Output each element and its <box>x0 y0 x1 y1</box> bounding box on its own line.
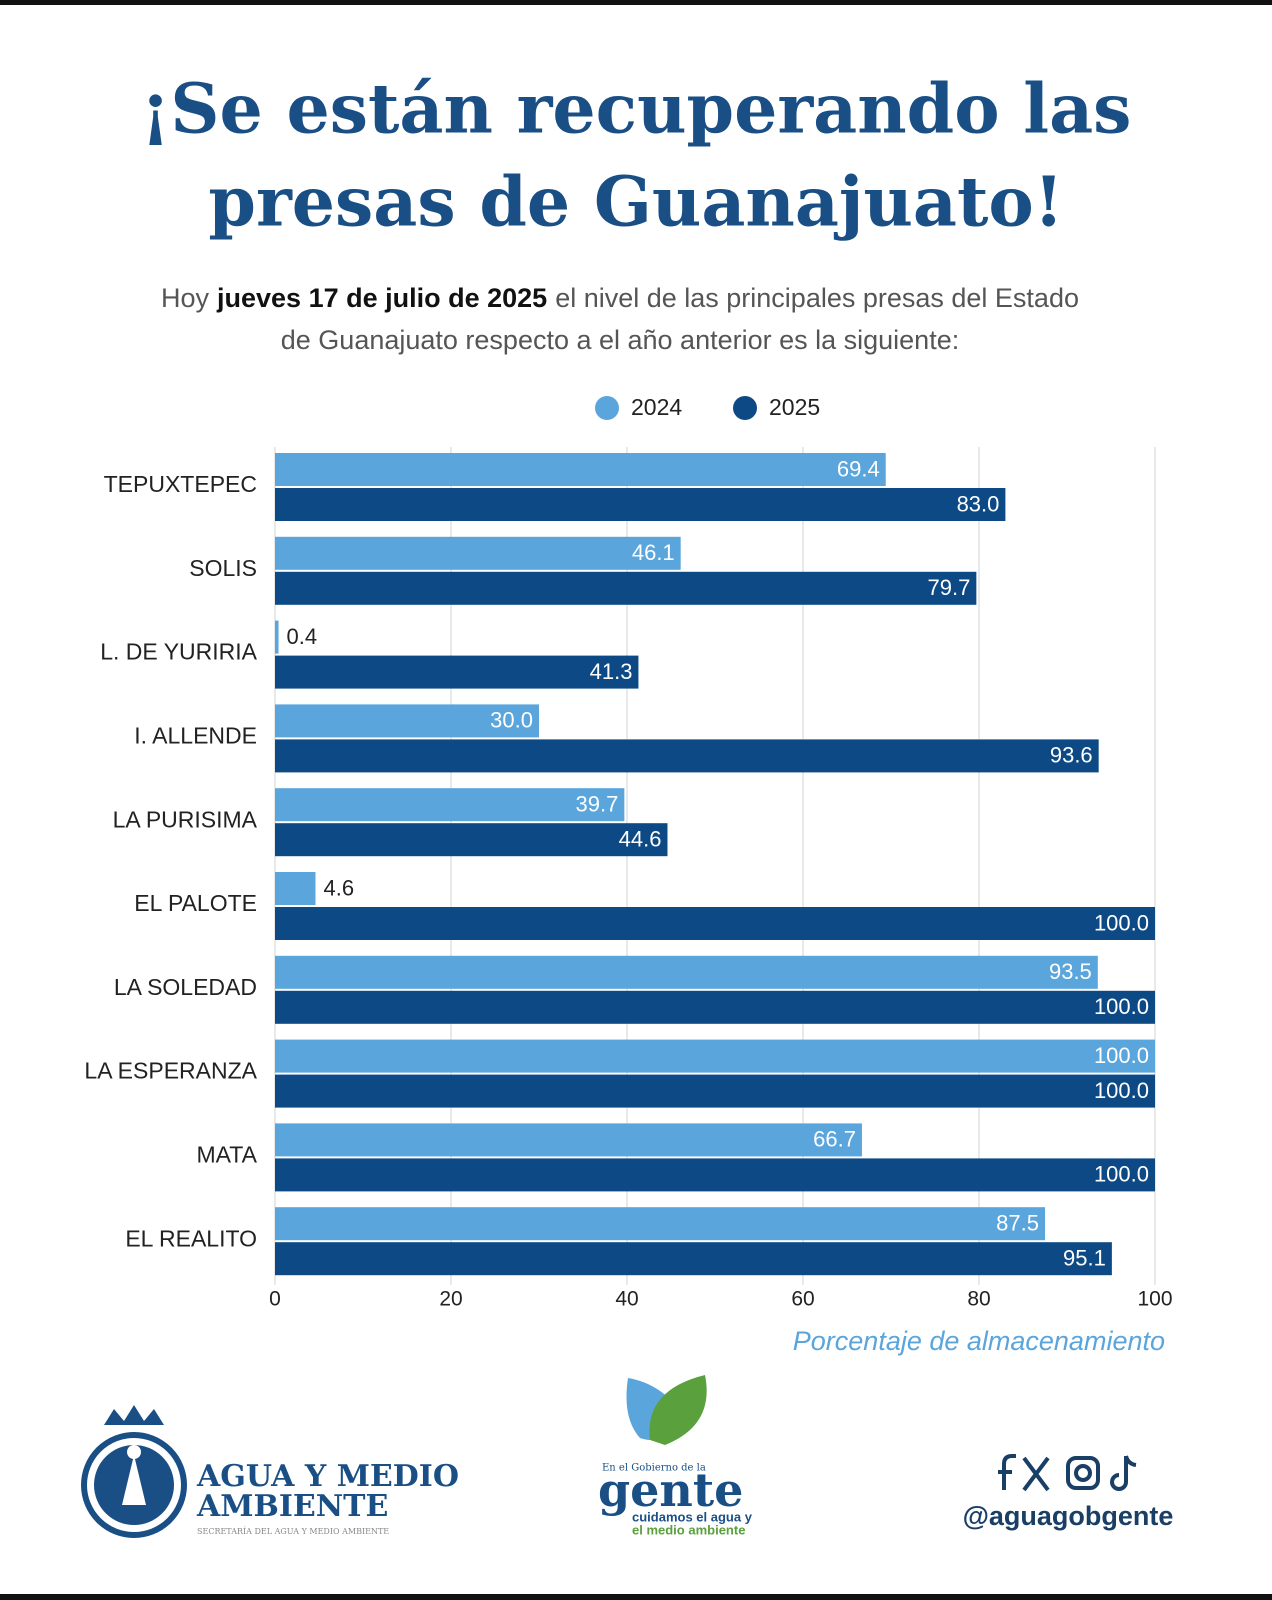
value-label: 100.0 <box>1094 1162 1149 1187</box>
legend-label: 2025 <box>769 394 820 420</box>
value-label: 0.4 <box>287 624 318 649</box>
subtitle-part: el nivel de las principales presas del E… <box>555 283 1079 313</box>
social-handle: @aguagobgente <box>963 1501 1174 1531</box>
bar <box>275 739 1099 773</box>
value-label: 39.7 <box>576 792 619 817</box>
agency-subtitle: SECRETARÍA DEL AGUA Y MEDIO AMBIENTE <box>197 1527 389 1536</box>
bar <box>275 620 279 654</box>
value-label: 93.6 <box>1050 743 1093 768</box>
agency-name: AMBIENTE <box>196 1489 388 1524</box>
bottom-border <box>0 1594 1272 1600</box>
value-label: 83.0 <box>957 491 1000 516</box>
bar <box>275 990 1155 1024</box>
value-label: 93.5 <box>1049 959 1092 984</box>
category-label: MATA <box>197 1141 258 1167</box>
category-label: EL REALITO <box>125 1225 257 1251</box>
x-tick-label: 80 <box>967 1288 990 1311</box>
bar <box>275 823 668 857</box>
value-label: 44.6 <box>619 827 662 852</box>
value-label: 4.6 <box>323 875 354 900</box>
bar <box>275 872 316 905</box>
top-border <box>0 0 1272 5</box>
value-label: 87.5 <box>996 1211 1039 1236</box>
value-label: 69.4 <box>837 456 880 481</box>
bar <box>275 571 977 605</box>
subtitle: de Guanajuato respecto a el año anterior… <box>281 325 959 355</box>
value-label: 46.1 <box>632 540 675 565</box>
gov-label: En el Gobierno de la <box>602 1463 706 1474</box>
agency-logo <box>81 1405 187 1538</box>
x-tick-label: 0 <box>269 1288 281 1311</box>
subtitle-part: Hoy <box>161 283 210 313</box>
bar <box>275 907 1155 940</box>
x-tick-label: 100 <box>1137 1288 1172 1311</box>
category-label: L. DE YURIRIA <box>100 639 257 665</box>
bar <box>275 704 539 738</box>
value-label: 100.0 <box>1094 994 1149 1019</box>
value-label: 100.0 <box>1094 1078 1149 1103</box>
legend-marker <box>595 396 619 420</box>
title-line: ¡Se están recuperando las <box>141 70 1132 150</box>
brand-name: gente <box>598 1463 743 1517</box>
agency-name: AGUA Y MEDIO <box>196 1459 459 1494</box>
tagline: el medio ambiente <box>632 1522 745 1537</box>
value-label: 66.7 <box>813 1127 856 1152</box>
category-label: SOLIS <box>189 555 257 581</box>
subtitle-date: jueves 17 de julio de 2025 <box>216 283 547 313</box>
value-label: 79.7 <box>928 575 971 600</box>
value-label: 30.0 <box>490 708 533 733</box>
category-label: LA SOLEDAD <box>114 974 257 1000</box>
bar <box>275 788 625 822</box>
tagline: cuidamos el agua y <box>632 1509 753 1524</box>
value-label: 41.3 <box>590 659 633 684</box>
bar <box>275 1039 1155 1073</box>
x-tick-label: 60 <box>791 1288 814 1311</box>
title-line: presas de Guanajuato! <box>208 163 1063 243</box>
bar <box>275 488 1006 521</box>
category-label: LA PURISIMA <box>113 806 258 832</box>
brand-logo <box>626 1375 707 1445</box>
legend-label: 2024 <box>631 394 682 420</box>
category-label: EL PALOTE <box>134 890 257 916</box>
bar <box>275 655 639 689</box>
category-label: LA ESPERANZA <box>84 1058 257 1084</box>
legend-marker <box>733 396 757 420</box>
bar <box>275 955 1098 989</box>
value-label: 100.0 <box>1094 910 1149 935</box>
x-tick-label: 40 <box>615 1288 638 1311</box>
bar <box>275 536 681 570</box>
bar <box>275 453 886 486</box>
bar <box>275 1207 1045 1241</box>
bar <box>275 1074 1155 1108</box>
x-axis-label: Porcentaje de almacenamiento <box>793 1326 1165 1356</box>
bar <box>275 1242 1112 1276</box>
category-label: I. ALLENDE <box>134 722 257 748</box>
category-label: TEPUXTEPEC <box>104 471 257 497</box>
bar <box>275 1158 1155 1192</box>
bar <box>275 1123 862 1157</box>
social-icons <box>998 1454 1137 1492</box>
x-tick-label: 20 <box>439 1288 462 1311</box>
subtitle: Hoy jueves 17 de julio de 2025 el nivel de… <box>161 283 1079 313</box>
value-label: 95.1 <box>1063 1246 1106 1271</box>
value-label: 100.0 <box>1094 1043 1149 1068</box>
